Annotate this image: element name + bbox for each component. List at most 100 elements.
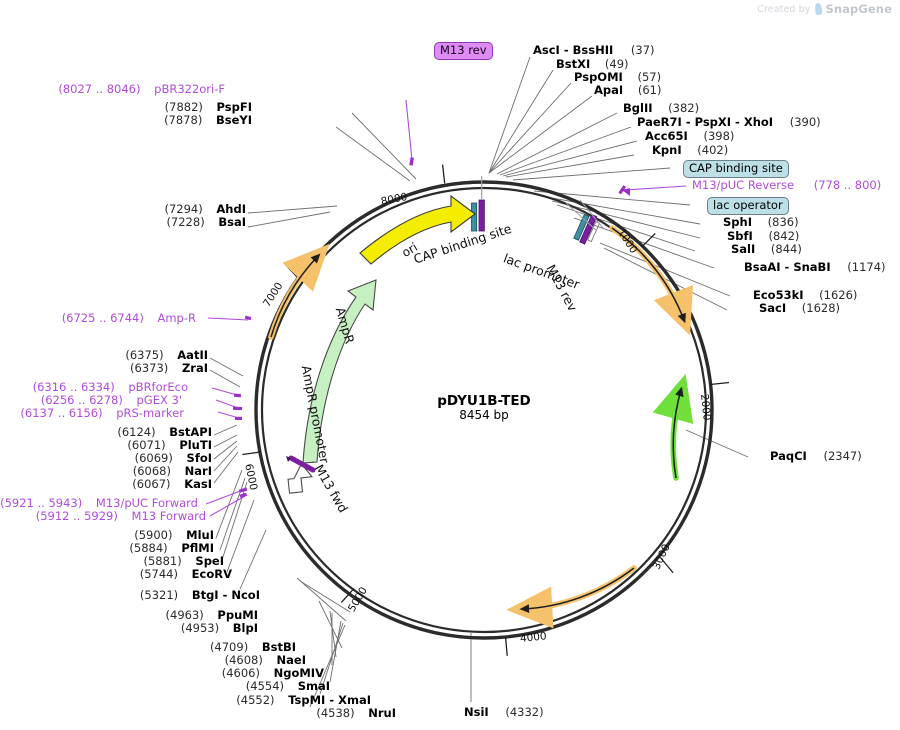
feature-position: (6316 .. 6334) — [32, 380, 115, 394]
enzyme-label-bglII[interactable]: BglII (382) — [623, 102, 699, 115]
enzyme-label-mluI[interactable]: (5900) MluI — [134, 529, 214, 542]
primer-arcs-orange — [268, 225, 694, 629]
enzyme-name: BlpI — [232, 621, 258, 635]
leader-lines-features — [205, 99, 687, 517]
enzyme-position: (49) — [604, 57, 629, 71]
enzyme-label-tspMI-xmaI[interactable]: (4552) TspMI - XmaI — [236, 694, 371, 707]
enzyme-label-apaI[interactable]: ApaI (61) — [594, 84, 661, 97]
feature-name: M13/pUC Forward — [95, 496, 198, 510]
enzyme-position: (6067) — [132, 477, 171, 491]
enzyme-label-btgI-ncoI[interactable]: (5321) BtgI - NcoI — [140, 589, 260, 602]
enzyme-position: (5744) — [139, 567, 178, 581]
enzyme-label-sphI[interactable]: SphI (836) — [723, 216, 799, 229]
chip-lac-operator[interactable]: lac operator — [707, 197, 789, 215]
feature-label-pbrforeco[interactable]: (6316 .. 6334) pBRforEco — [33, 381, 188, 394]
enzyme-label-nruI[interactable]: (4538) NruI — [316, 707, 396, 720]
enzyme-position: (5881) — [143, 554, 182, 568]
enzyme-name: SpeI — [195, 554, 224, 568]
enzyme-label-bstXI[interactable]: BstXI (49) — [556, 58, 629, 71]
enzyme-label-nsiI[interactable]: NsiI (4332) — [464, 706, 544, 719]
enzyme-label-sacI[interactable]: SacI (1628) — [759, 302, 840, 315]
enzyme-label-ahdI[interactable]: (7294) AhdI — [164, 203, 246, 216]
enzyme-position: (37) — [630, 43, 655, 57]
enzyme-position: (6373) — [130, 361, 169, 375]
enzyme-name: PspOMI — [574, 70, 623, 84]
enzyme-label-speI[interactable]: (5881) SpeI — [144, 555, 225, 568]
enzyme-position: (6071) — [127, 438, 166, 452]
enzyme-label-ngoMIV[interactable]: (4606) NgoMIV — [222, 667, 324, 680]
enzyme-name: PflMI — [181, 541, 214, 555]
enzyme-name: KasI — [184, 477, 212, 491]
enzyme-label-eco53kI[interactable]: Eco53kI (1626) — [753, 289, 857, 302]
enzyme-label-bseYI[interactable]: (7878) BseYI — [164, 114, 252, 127]
enzyme-name: MluI — [186, 528, 214, 542]
enzyme-name: NarI — [184, 464, 212, 478]
enzyme-position: (5321) — [139, 588, 179, 602]
enzyme-position: (7882) — [164, 100, 203, 114]
feature-position: (6725 .. 6744) — [61, 311, 144, 325]
enzyme-label-aatII[interactable]: (6375) AatII — [125, 349, 208, 362]
enzyme-name: BglII — [623, 101, 653, 115]
enzyme-label-salI[interactable]: SalI (844) — [731, 243, 802, 256]
chip-cap-binding-site[interactable]: CAP binding site — [683, 160, 789, 178]
chip-m13-rev[interactable]: M13 rev — [434, 42, 493, 60]
enzyme-label-pspFI[interactable]: (7882) PspFI — [165, 101, 252, 114]
enzyme-label-narI[interactable]: (6068) NarI — [133, 465, 212, 478]
enzyme-position: (57) — [637, 70, 662, 84]
feature-label-m13-puc-reverse[interactable]: M13/pUC Reverse (778 .. 800) — [692, 179, 881, 192]
snapgene-leaf-icon — [813, 2, 823, 16]
enzyme-name: BsaI — [218, 215, 246, 229]
enzyme-label-pspOMI[interactable]: PspOMI (57) — [574, 71, 661, 84]
enzyme-name: SphI — [723, 215, 752, 229]
enzyme-label-sbfI[interactable]: SbfI (842) — [727, 230, 799, 243]
enzyme-position: (2347) — [823, 449, 862, 463]
enzyme-name: Eco53kI — [753, 288, 804, 302]
feature-position: (8027 .. 8046) — [58, 82, 141, 96]
enzyme-position: (1628) — [801, 301, 841, 315]
enzyme-label-bsaI[interactable]: (7228) BsaI — [166, 216, 246, 229]
enzyme-name: KpnI — [652, 143, 682, 157]
snapgene-watermark: Created by SnapGene — [757, 2, 892, 16]
enzyme-name: SbfI — [727, 229, 753, 243]
enzyme-label-bsaAI-snaBI[interactable]: BsaAI - SnaBI (1174) — [744, 261, 886, 274]
feature-label-pbr322ori-f[interactable]: (8027 .. 8046) pBR322ori-F — [58, 83, 225, 96]
feature-position: (778 .. 800) — [813, 178, 882, 192]
feature-label-prs-marker[interactable]: (6137 .. 6156) pRS-marker — [20, 407, 184, 420]
enzyme-position: (844) — [770, 242, 802, 256]
enzyme-position: (5900) — [134, 528, 173, 542]
enzyme-label-ecoRV[interactable]: (5744) EcoRV — [140, 568, 232, 581]
feature-position: (5912 .. 5929) — [35, 509, 118, 523]
enzyme-label-naeI[interactable]: (4608) NaeI — [225, 654, 306, 667]
enzyme-name: SalI — [731, 242, 756, 256]
enzyme-label-bstAPI[interactable]: (6124) BstAPI — [117, 426, 212, 439]
enzyme-label-ascI-bsshII[interactable]: AscI - BssHII (37) — [533, 44, 655, 57]
enzyme-label-sfoI[interactable]: (6069) SfoI — [135, 452, 212, 465]
enzyme-name: BstAPI — [169, 425, 212, 439]
feature-label-pgex-3prime[interactable]: (6256 .. 6278) pGEX 3' — [41, 394, 182, 407]
enzyme-label-pflMI[interactable]: (5884) PflMI — [129, 542, 214, 555]
feature-label-m13-forward[interactable]: (5912 .. 5929) M13 Forward — [36, 510, 206, 523]
promoter-arc-green — [652, 373, 694, 481]
enzyme-label-paqCI[interactable]: PaqCI (2347) — [770, 450, 862, 463]
enzyme-label-kasI[interactable]: (6067) KasI — [132, 478, 212, 491]
enzyme-label-bstBI[interactable]: (4709) BstBI — [210, 641, 296, 654]
m13-fwd-arrow — [286, 455, 316, 473]
enzyme-name: BstXI — [556, 57, 591, 71]
enzyme-label-smaI[interactable]: (4554) SmaI — [246, 680, 330, 693]
enzyme-name: BseYI — [215, 113, 252, 127]
enzyme-label-zraI[interactable]: (6373) ZraI — [130, 362, 208, 375]
enzyme-label-blpI[interactable]: (4953) BlpI — [181, 622, 258, 635]
enzyme-position: (4606) — [221, 666, 260, 680]
feature-position: (6137 .. 6156) — [20, 406, 103, 420]
enzyme-label-kpnI[interactable]: KpnI (402) — [652, 144, 728, 157]
enzyme-label-ppuMI[interactable]: (4963) PpuMI — [166, 609, 258, 622]
enzyme-position: (842) — [768, 229, 800, 243]
enzyme-label-acc65I[interactable]: Acc65I (398) — [645, 130, 734, 143]
feature-label-m13-puc-forward[interactable]: (5921 .. 5943) M13/pUC Forward — [0, 497, 198, 510]
feature-name: M13/pUC Reverse — [692, 178, 795, 192]
feature-label-amp-r[interactable]: (6725 .. 6744) Amp-R — [62, 312, 196, 325]
enzyme-label-pluTI[interactable]: (6071) PluTI — [127, 439, 212, 452]
enzyme-label-paeR7I-pspXI-xhoI[interactable]: PaeR7I - PspXI - XhoI (390) — [637, 116, 821, 129]
